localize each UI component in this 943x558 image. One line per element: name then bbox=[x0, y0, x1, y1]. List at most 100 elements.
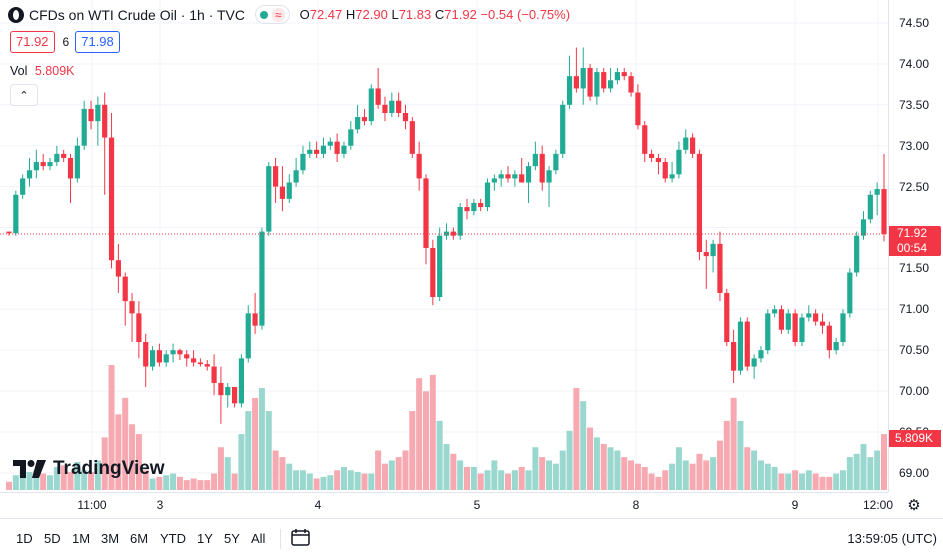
time-axis[interactable]: 11:00 3 4 5 8 9 12:00 bbox=[0, 492, 893, 518]
market-status[interactable]: ≈ bbox=[255, 5, 290, 24]
volume-bar bbox=[436, 420, 443, 490]
volume-bar bbox=[532, 447, 539, 490]
candle-body bbox=[655, 157, 662, 163]
buy-price-button[interactable]: 71.98 bbox=[75, 31, 120, 53]
candlestick-chart[interactable] bbox=[0, 0, 888, 492]
volume-bar bbox=[388, 460, 395, 490]
candle-body bbox=[464, 207, 470, 212]
candle-body bbox=[184, 354, 190, 359]
candle-body bbox=[519, 174, 525, 183]
volume-bar bbox=[197, 480, 204, 490]
utc-clock[interactable]: 13:59:05 (UTC) bbox=[847, 531, 937, 546]
volume-bar bbox=[614, 450, 621, 490]
range-1d-button[interactable]: 1D bbox=[16, 531, 33, 546]
candle-body bbox=[648, 153, 655, 158]
candle-body bbox=[478, 202, 484, 208]
range-5d-button[interactable]: 5D bbox=[44, 531, 61, 546]
chart-settings-gear-icon[interactable]: ⚙ bbox=[907, 497, 921, 514]
volume-bar bbox=[539, 457, 546, 490]
candle-body bbox=[204, 364, 210, 367]
tradingview-logo[interactable]: TradingView bbox=[13, 458, 165, 480]
volume-bar bbox=[354, 471, 361, 490]
collapse-legend-button[interactable]: ⌃ bbox=[10, 84, 38, 106]
candle-body bbox=[355, 117, 361, 130]
volume-bar bbox=[477, 473, 484, 490]
volume-bar bbox=[60, 465, 67, 490]
volume-bar bbox=[703, 460, 710, 490]
candle-body bbox=[13, 194, 19, 234]
chart-area[interactable] bbox=[0, 0, 888, 492]
candle-body bbox=[245, 313, 251, 359]
range-1m-button[interactable]: 1M bbox=[72, 531, 91, 546]
symbol-logo-icon[interactable] bbox=[8, 6, 24, 23]
volume-bar bbox=[600, 443, 607, 490]
volume-bar bbox=[518, 466, 525, 490]
candle-body bbox=[628, 76, 634, 93]
volume-bar bbox=[334, 470, 341, 490]
volume-bar bbox=[258, 388, 265, 490]
volume-bar bbox=[566, 430, 573, 490]
volume-bar bbox=[286, 463, 293, 490]
last-price-tag: 71.92 00:54 bbox=[889, 226, 941, 257]
volume-tag: 5.809K bbox=[889, 430, 941, 447]
candle-body bbox=[402, 112, 409, 122]
sell-price-button[interactable]: 71.92 bbox=[10, 31, 55, 53]
volume-bar bbox=[53, 466, 60, 490]
candle-body bbox=[231, 387, 238, 404]
candle-body bbox=[314, 149, 320, 154]
volume-bar bbox=[272, 450, 279, 490]
price-tick-label: 74.50 bbox=[899, 16, 930, 30]
volume-bar bbox=[881, 434, 887, 490]
range-all-button[interactable]: All bbox=[251, 531, 266, 546]
volume-bar bbox=[511, 470, 518, 490]
candle-body bbox=[211, 366, 217, 383]
volume-bar bbox=[457, 460, 464, 490]
volume-bar bbox=[648, 473, 655, 490]
volume-bar bbox=[293, 470, 300, 490]
volume-bar bbox=[361, 473, 368, 490]
candle-body bbox=[375, 88, 381, 105]
candle-body bbox=[54, 153, 60, 163]
candle-body bbox=[136, 313, 142, 343]
price-axis[interactable]: 74.50 74.00 73.50 73.00 72.50 71.50 71.0… bbox=[888, 0, 943, 492]
volume-bar bbox=[764, 463, 771, 490]
range-3m-button[interactable]: 3M bbox=[101, 531, 120, 546]
volume-bar bbox=[176, 476, 183, 490]
candle-body bbox=[525, 166, 532, 183]
candle-body bbox=[47, 162, 53, 167]
candle-body bbox=[259, 231, 265, 326]
range-ytd-button[interactable]: YTD bbox=[160, 531, 186, 546]
volume-bar bbox=[580, 401, 587, 490]
range-6m-button[interactable]: 6M bbox=[130, 531, 149, 546]
change-value: −0.54 (−0.75%) bbox=[480, 7, 571, 22]
candle-body bbox=[143, 342, 149, 367]
candle-body bbox=[129, 301, 135, 314]
volume-bar bbox=[115, 414, 122, 490]
volume-bar bbox=[593, 437, 600, 490]
chart-legend: CFDs on WTI Crude Oil · 1h · TVC ≈ O72.4… bbox=[8, 5, 570, 24]
candle-body bbox=[471, 202, 477, 212]
candle-body bbox=[177, 350, 183, 355]
volume-bar bbox=[874, 450, 881, 490]
high-value: 72.90 bbox=[355, 7, 388, 22]
volume-bar bbox=[163, 475, 170, 490]
candle-body bbox=[772, 309, 778, 314]
volume-bar bbox=[792, 470, 799, 490]
volume-bar bbox=[129, 424, 136, 490]
candle-body bbox=[170, 350, 176, 355]
candle-body bbox=[724, 292, 730, 343]
range-5y-button[interactable]: 5Y bbox=[224, 531, 240, 546]
candle-body bbox=[437, 235, 443, 298]
volume-bar bbox=[422, 391, 429, 490]
volume-bar bbox=[94, 460, 101, 490]
date-range-calendar-icon[interactable] bbox=[290, 528, 312, 548]
volume-bar bbox=[409, 411, 416, 490]
volume-bar bbox=[204, 480, 211, 490]
price-tick-label: 73.50 bbox=[899, 97, 930, 112]
candle-body bbox=[785, 313, 791, 330]
symbol-title[interactable]: CFDs on WTI Crude Oil · 1h · TVC bbox=[29, 6, 246, 23]
range-1y-button[interactable]: 1Y bbox=[197, 531, 213, 546]
volume-bar bbox=[74, 462, 81, 490]
candle-body bbox=[361, 117, 368, 122]
volume-value: 5.809K bbox=[34, 64, 75, 78]
